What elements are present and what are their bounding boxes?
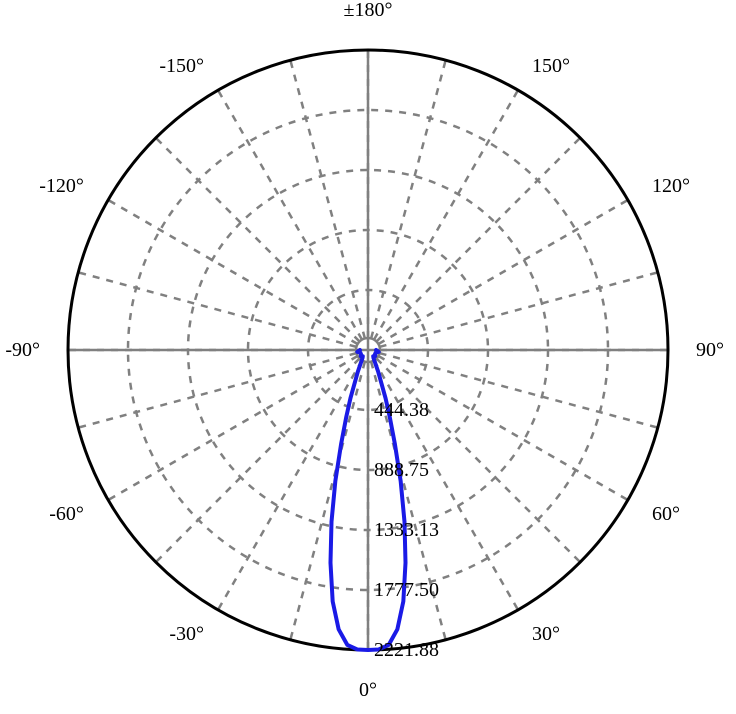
grid-spoke: [218, 90, 362, 339]
radial-label: 1333.13: [374, 519, 439, 541]
polar-svg: 444.38 888.75 1333.13 1777.50 2221.88 0° 30° 60…: [0, 0, 736, 714]
grid-spoke: [374, 90, 518, 339]
grid-spoke: [156, 358, 360, 562]
grid-spoke: [380, 272, 658, 347]
angle-label: -150°: [159, 55, 204, 77]
grid-spoke: [108, 200, 357, 344]
angle-label: 0°: [359, 679, 377, 701]
angle-label: 120°: [652, 175, 690, 197]
grid-spoke: [290, 362, 365, 640]
angle-label: 30°: [532, 623, 560, 645]
grid-spoke: [371, 60, 446, 338]
radial-label: 1777.50: [374, 579, 439, 601]
angle-label: 90°: [696, 339, 724, 361]
grid-spoke: [218, 360, 362, 609]
radial-label: 888.75: [374, 459, 429, 481]
angle-label: -30°: [169, 623, 204, 645]
grid-spoke: [378, 200, 627, 344]
grid-spoke: [108, 356, 357, 500]
grid-spoke: [376, 138, 580, 342]
grid-spoke: [290, 60, 365, 338]
angle-label: -60°: [49, 503, 84, 525]
angle-label: -90°: [5, 339, 40, 361]
grid-spoke: [78, 272, 356, 347]
grid-spoke: [78, 353, 356, 428]
grid-spoke: [374, 360, 518, 609]
angle-label: ±180°: [344, 0, 393, 21]
grid-spoke: [156, 138, 360, 342]
polar-chart: 444.38 888.75 1333.13 1777.50 2221.88 0° 30° 60…: [0, 0, 736, 714]
angle-label: 60°: [652, 503, 680, 525]
angle-label: 150°: [532, 55, 570, 77]
radial-label: 444.38: [374, 399, 429, 421]
radial-label: 2221.88: [374, 639, 439, 661]
angle-label: -120°: [39, 175, 84, 197]
